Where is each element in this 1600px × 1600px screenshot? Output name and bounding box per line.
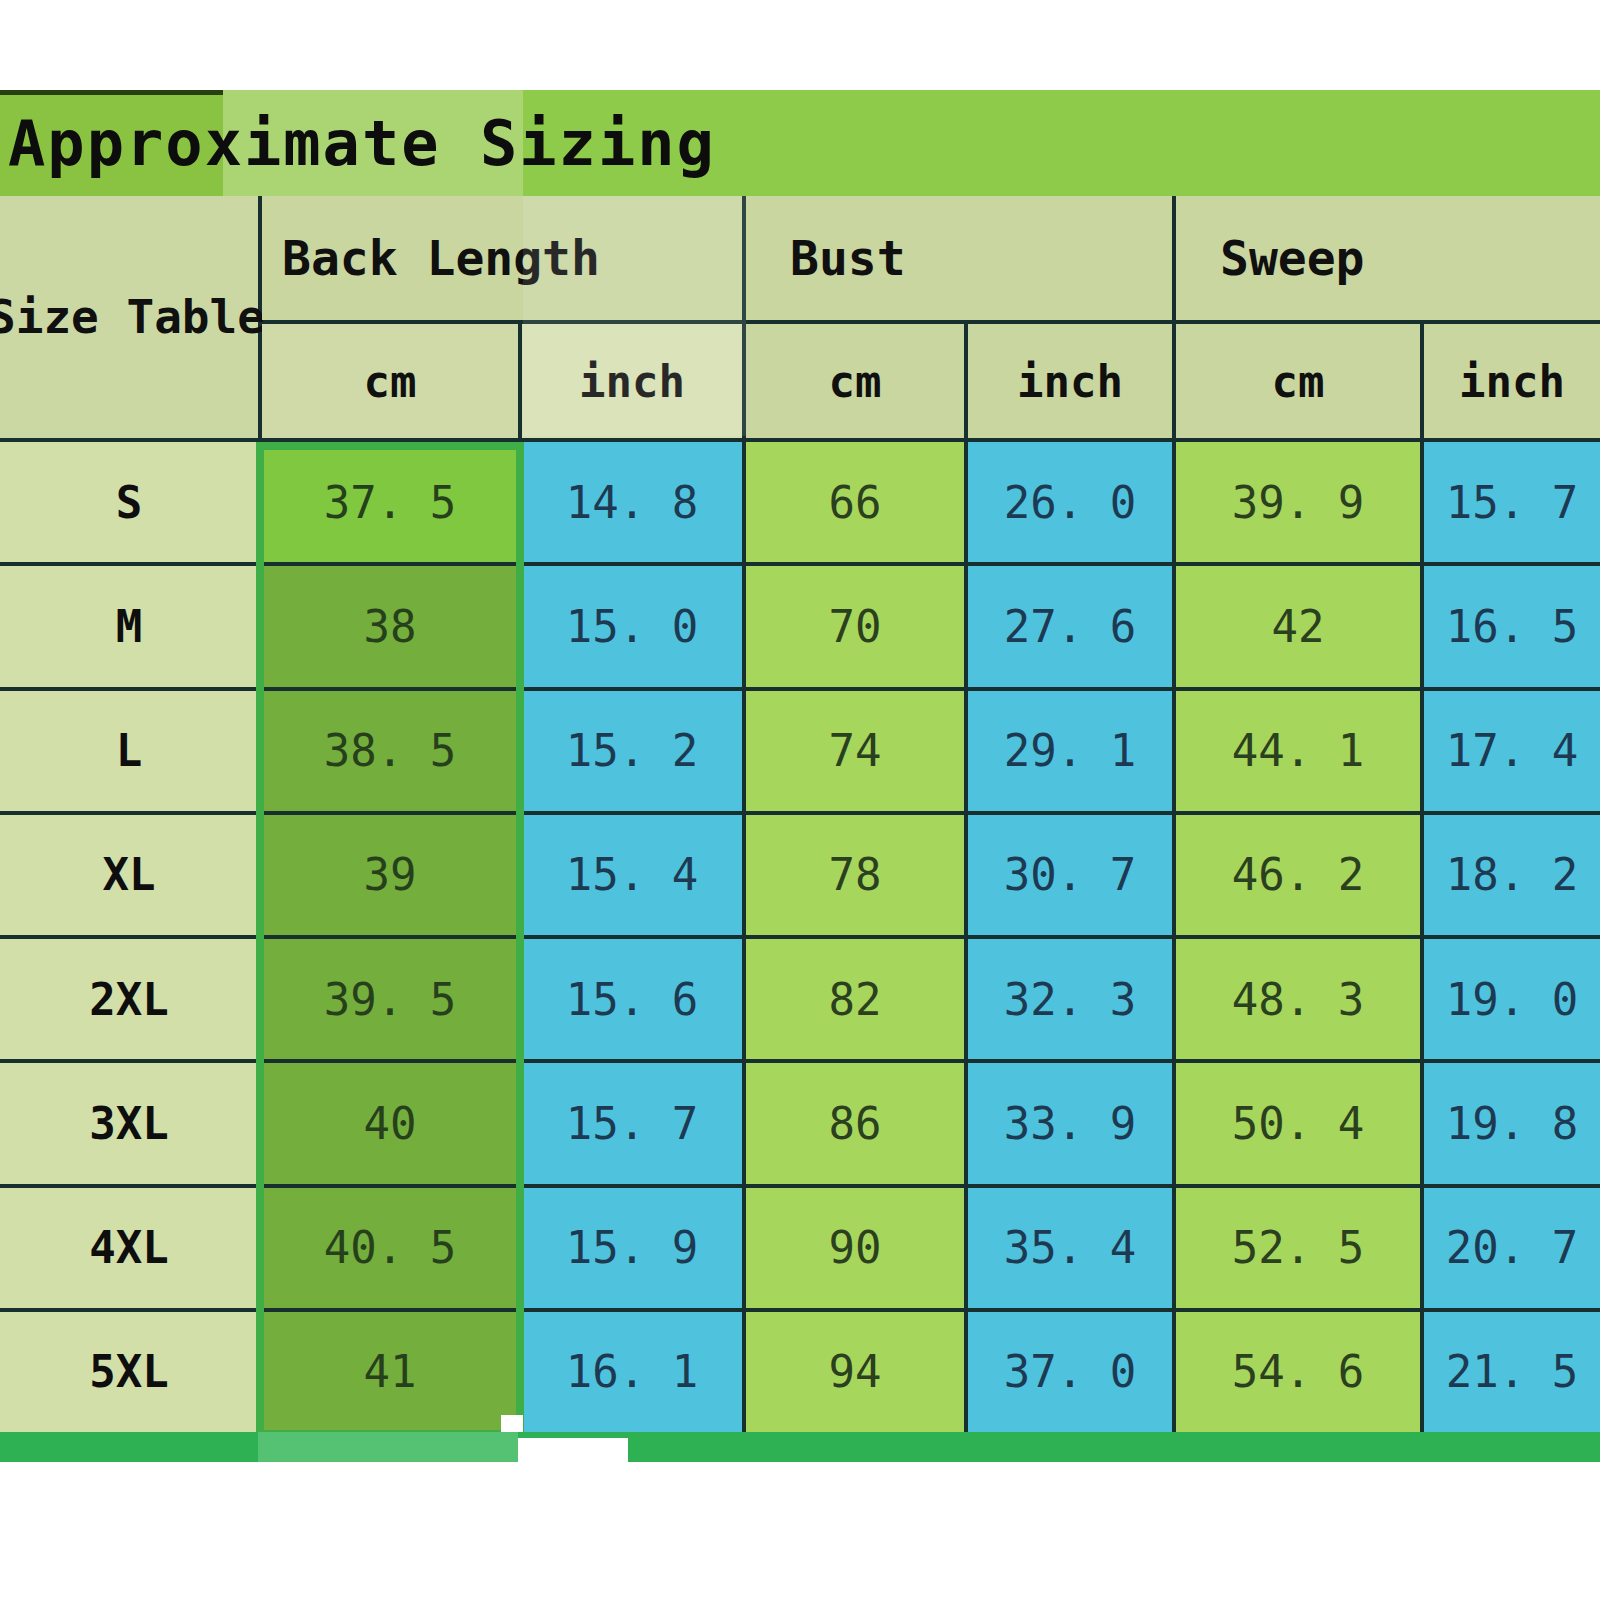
sweep-inch-cell: 20. 7 bbox=[1424, 1188, 1600, 1308]
bust-cm-cell: 66 bbox=[746, 442, 964, 562]
back-length-cm-cell: 41 bbox=[262, 1312, 518, 1432]
back-length-cm-cell: 37. 5 bbox=[262, 442, 518, 562]
sweep-inch-cell: 16. 5 bbox=[1424, 566, 1600, 686]
sweep-cm-cell: 52. 5 bbox=[1176, 1188, 1420, 1308]
size-label-cell: M bbox=[0, 566, 258, 686]
back-length-inch-cell: 16. 1 bbox=[522, 1312, 742, 1432]
bust-inch-cell: 27. 6 bbox=[968, 566, 1172, 686]
sweep-inch-cell: 17. 4 bbox=[1424, 691, 1600, 811]
bust-cm-cell: 70 bbox=[746, 566, 964, 686]
sweep-cm-cell: 54. 6 bbox=[1176, 1312, 1420, 1432]
group-header-bust: Bust bbox=[746, 196, 1172, 320]
bust-inch-cell: 35. 4 bbox=[968, 1188, 1172, 1308]
sweep-inch-cell: 18. 2 bbox=[1424, 815, 1600, 935]
unit-header-sweep-inch: inch bbox=[1424, 324, 1600, 438]
back-length-inch-cell: 15. 0 bbox=[522, 566, 742, 686]
title-bar: Approximate Sizing bbox=[0, 90, 1600, 196]
bust-cm-cell: 82 bbox=[746, 939, 964, 1059]
sweep-cm-cell: 50. 4 bbox=[1176, 1063, 1420, 1183]
back-length-inch-cell: 15. 7 bbox=[522, 1063, 742, 1183]
group-header-back-length: Back Length bbox=[262, 196, 742, 320]
back-length-cm-cell: 38. 5 bbox=[262, 691, 518, 811]
sweep-cm-cell: 39. 9 bbox=[1176, 442, 1420, 562]
unit-header-sweep-cm: cm bbox=[1176, 324, 1420, 438]
unit-header-back-length-inch: inch bbox=[522, 324, 742, 438]
size-label-cell: 5XL bbox=[0, 1312, 258, 1432]
sweep-cm-cell: 46. 2 bbox=[1176, 815, 1420, 935]
bottom-row-strip-gap bbox=[518, 1438, 628, 1462]
size-label-cell: L bbox=[0, 691, 258, 811]
bottom-row-strip-highlight bbox=[258, 1432, 518, 1462]
sweep-inch-cell: 19. 8 bbox=[1424, 1063, 1600, 1183]
back-length-inch-cell: 14. 8 bbox=[522, 442, 742, 562]
sweep-inch-cell: 21. 5 bbox=[1424, 1312, 1600, 1432]
bust-cm-cell: 90 bbox=[746, 1188, 964, 1308]
bust-inch-cell: 32. 3 bbox=[968, 939, 1172, 1059]
bust-inch-cell: 29. 1 bbox=[968, 691, 1172, 811]
size-label-cell: S bbox=[0, 442, 258, 562]
sweep-cm-cell: 44. 1 bbox=[1176, 691, 1420, 811]
bust-cm-cell: 86 bbox=[746, 1063, 964, 1183]
unit-header-bust-cm: cm bbox=[746, 324, 964, 438]
size-chart-image: Approximate Sizing Size Table Back Lengt… bbox=[0, 0, 1600, 1600]
sweep-inch-cell: 15. 7 bbox=[1424, 442, 1600, 562]
page-title: Approximate Sizing bbox=[8, 90, 716, 196]
corner-header-label: Size Table bbox=[0, 290, 265, 344]
bust-cm-cell: 74 bbox=[746, 691, 964, 811]
bust-inch-cell: 33. 9 bbox=[968, 1063, 1172, 1183]
back-length-cm-cell: 38 bbox=[262, 566, 518, 686]
back-length-cm-cell: 40. 5 bbox=[262, 1188, 518, 1308]
size-label-cell: 2XL bbox=[0, 939, 258, 1059]
corner-header-cell: Size Table bbox=[0, 196, 258, 438]
bust-inch-cell: 26. 0 bbox=[968, 442, 1172, 562]
back-length-inch-cell: 15. 6 bbox=[522, 939, 742, 1059]
bust-cm-cell: 94 bbox=[746, 1312, 964, 1432]
bust-cm-cell: 78 bbox=[746, 815, 964, 935]
bottom-row-strip bbox=[0, 1432, 1600, 1462]
group-header-sweep: Sweep bbox=[1176, 196, 1600, 320]
size-label-cell: XL bbox=[0, 815, 258, 935]
sweep-cm-cell: 42 bbox=[1176, 566, 1420, 686]
size-label-cell: 4XL bbox=[0, 1188, 258, 1308]
size-label-cell: 3XL bbox=[0, 1063, 258, 1183]
back-length-cm-cell: 39 bbox=[262, 815, 518, 935]
size-table: Size Table Back Length Bust Sweep cm inc… bbox=[0, 196, 1600, 1432]
sweep-inch-cell: 19. 0 bbox=[1424, 939, 1600, 1059]
back-length-inch-cell: 15. 2 bbox=[522, 691, 742, 811]
bust-inch-cell: 37. 0 bbox=[968, 1312, 1172, 1432]
sweep-cm-cell: 48. 3 bbox=[1176, 939, 1420, 1059]
unit-header-back-length-cm: cm bbox=[262, 324, 518, 438]
back-length-cm-cell: 39. 5 bbox=[262, 939, 518, 1059]
back-length-cm-cell: 40 bbox=[262, 1063, 518, 1183]
back-length-inch-cell: 15. 4 bbox=[522, 815, 742, 935]
bust-inch-cell: 30. 7 bbox=[968, 815, 1172, 935]
back-length-inch-cell: 15. 9 bbox=[522, 1188, 742, 1308]
unit-header-bust-inch: inch bbox=[968, 324, 1172, 438]
